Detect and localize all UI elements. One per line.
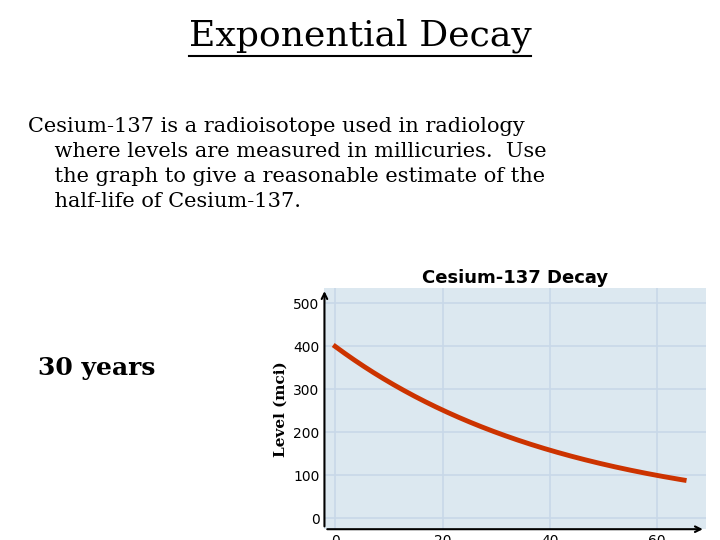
Text: Exponential Decay: Exponential Decay bbox=[189, 19, 531, 53]
Text: Cesium-137 is a radioisotope used in radiology
    where levels are measured in : Cesium-137 is a radioisotope used in rad… bbox=[28, 117, 547, 211]
Y-axis label: Level (mci): Level (mci) bbox=[274, 361, 288, 457]
Title: Cesium-137 Decay: Cesium-137 Decay bbox=[422, 269, 608, 287]
Text: 30 years: 30 years bbox=[38, 356, 156, 380]
